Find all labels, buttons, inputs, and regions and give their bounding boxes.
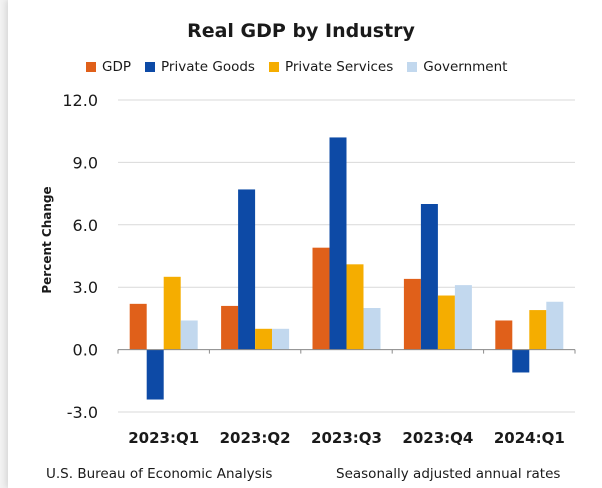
bar-gdp bbox=[129, 303, 147, 350]
bar-private-services bbox=[346, 264, 364, 350]
bar-gdp bbox=[403, 278, 421, 350]
bar-private-services bbox=[163, 276, 181, 350]
chart-legend: GDP Private Goods Private Services Gover… bbox=[86, 58, 507, 76]
bar-private-goods bbox=[238, 189, 256, 350]
y-tick-label: 0.0 bbox=[73, 341, 98, 360]
x-tick-label: 2023:Q2 bbox=[220, 429, 291, 447]
legend-item-gdp: GDP bbox=[86, 59, 131, 75]
bar-government bbox=[546, 301, 564, 350]
legend-item-private-goods: Private Goods bbox=[145, 59, 255, 75]
legend-label-government: Government bbox=[423, 59, 508, 75]
x-tick-label: 2024:Q1 bbox=[494, 429, 565, 447]
bar-private-services bbox=[529, 310, 547, 350]
bar-private-services bbox=[255, 328, 273, 350]
adjustment-note: Seasonally adjusted annual rates bbox=[336, 466, 561, 482]
source-note: U.S. Bureau of Economic Analysis bbox=[46, 466, 273, 482]
legend-swatch-gdp bbox=[86, 62, 96, 72]
x-tick-label: 2023:Q4 bbox=[402, 429, 473, 447]
bar-private-goods bbox=[512, 349, 530, 373]
legend-swatch-private-goods bbox=[145, 62, 155, 72]
legend-item-private-services: Private Services bbox=[268, 59, 394, 75]
legend-swatch-private-services bbox=[268, 62, 279, 72]
y-tick-label: 6.0 bbox=[73, 216, 98, 235]
legend-label-gdp: GDP bbox=[102, 59, 131, 75]
bar-government bbox=[454, 285, 472, 350]
bar-gdp bbox=[221, 305, 239, 350]
bar-private-goods bbox=[420, 204, 438, 350]
bar-private-goods bbox=[329, 137, 347, 350]
legend-label-private-services: Private Services bbox=[284, 59, 394, 75]
bar-gdp bbox=[312, 247, 330, 350]
bar-gdp bbox=[495, 320, 513, 350]
y-tick-label: 3.0 bbox=[73, 278, 98, 297]
chart-card bbox=[8, 0, 602, 488]
legend-item-government: Government bbox=[407, 59, 507, 75]
legend-swatch-government bbox=[407, 62, 418, 72]
bar-government bbox=[180, 320, 198, 350]
bar-private-goods bbox=[146, 349, 164, 400]
bar-government bbox=[272, 328, 290, 350]
y-tick-label: 12.0 bbox=[62, 91, 98, 110]
x-tick-label: 2023:Q1 bbox=[128, 429, 199, 447]
legend-label-private-goods: Private Goods bbox=[161, 59, 255, 75]
y-tick-label: -3.0 bbox=[67, 403, 98, 422]
bar-government bbox=[363, 308, 381, 350]
x-tick-label: 2023:Q3 bbox=[311, 429, 382, 447]
y-tick-label: 9.0 bbox=[73, 153, 98, 172]
bar-private-services bbox=[437, 295, 455, 350]
chart-title: Real GDP by Industry bbox=[187, 20, 415, 42]
